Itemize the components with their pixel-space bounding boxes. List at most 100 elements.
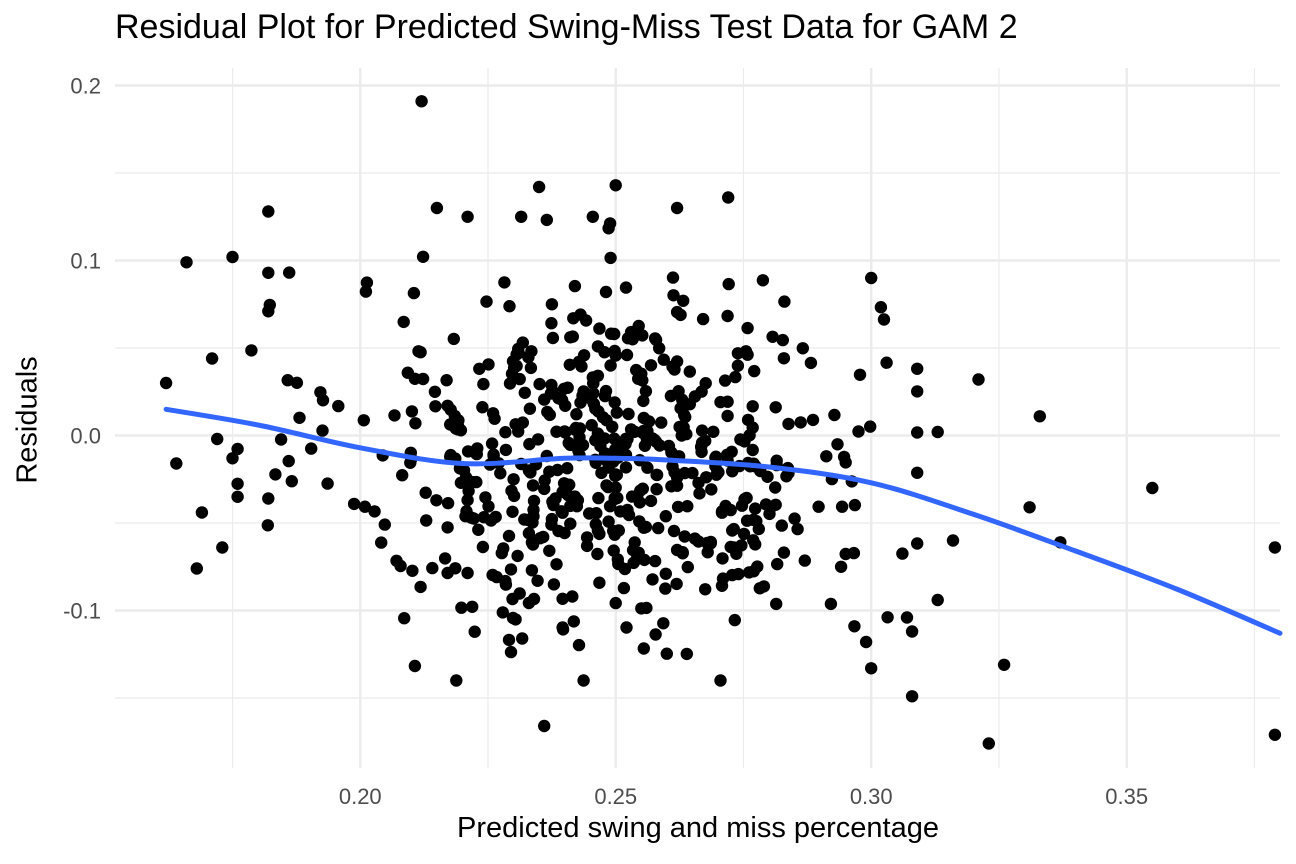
data-point-236 [494,467,507,480]
data-point-76 [283,266,296,279]
data-point-633 [460,505,473,518]
data-point-418 [461,210,474,223]
data-point-147 [721,395,734,408]
data-point-23 [1146,481,1159,495]
data-point-460 [670,577,683,591]
data-point-486 [599,285,613,299]
data-point-314 [414,346,427,359]
data-point-182 [714,674,727,687]
data-point-521 [625,490,639,503]
data-point-166 [282,454,295,468]
data-point-594 [701,536,714,550]
data-point-473 [592,491,605,505]
data-point-531 [778,295,791,308]
data-point-94 [637,394,650,408]
data-point-570 [649,333,663,347]
data-point-191 [608,396,621,409]
data-point-173 [583,507,596,520]
data-point-291 [812,500,825,513]
data-point-255 [796,342,809,355]
data-point-422 [770,597,783,611]
x-tick-label-1: 0.25 [594,784,637,809]
data-point-204 [782,417,795,431]
data-point-510 [620,621,633,634]
data-point-366 [358,500,372,513]
data-point-609 [516,336,529,349]
data-point-541 [511,549,524,563]
data-point-208 [231,477,244,490]
data-point-34 [931,425,944,439]
data-point-554 [507,361,521,374]
data-point-148 [737,527,751,541]
data-point-421 [771,557,784,571]
data-point-258 [586,210,599,223]
data-point-21 [1033,410,1047,423]
data-point-467 [769,498,782,511]
data-point-79 [835,500,849,513]
data-point-28 [722,191,735,204]
data-point-201 [639,385,653,398]
data-point-245 [504,645,518,659]
data-point-583 [759,498,773,511]
data-point-389 [619,281,633,294]
data-point-187 [603,217,617,230]
data-point-93 [406,564,419,577]
data-point-475 [562,436,575,450]
data-point-610 [575,360,588,373]
x-axis-title: Predicted swing and miss percentage [457,812,939,844]
data-point-493 [245,344,258,357]
data-point-324 [545,298,559,311]
data-point-248 [589,434,602,447]
data-point-552 [724,503,737,517]
data-point-38 [900,611,914,624]
data-point-190 [516,416,529,429]
data-point-60 [608,432,621,445]
data-point-558 [660,647,673,660]
data-point-563 [769,481,782,494]
data-point-622 [449,562,462,575]
data-point-375 [527,592,541,606]
data-point-140 [580,539,594,553]
data-point-144 [637,642,650,655]
data-point-85 [864,420,877,433]
data-point-165 [834,560,848,573]
data-point-443 [388,409,401,422]
data-point-505 [675,429,688,442]
data-point-55 [681,560,694,574]
chart-title: Residual Plot for Predicted Swing-Miss T… [115,8,1018,46]
data-point-90 [659,582,672,595]
data-point-237 [504,563,518,576]
data-point-13 [262,266,275,279]
data-point-638 [848,498,862,512]
data-point-471 [577,385,590,398]
data-point-561 [572,441,586,455]
data-point-54 [644,359,658,372]
data-point-37 [905,625,919,638]
data-point-400 [699,434,712,448]
data-point-273 [274,433,288,446]
data-point-614 [618,562,632,576]
data-point-566 [614,441,627,454]
data-point-25 [1268,728,1282,741]
data-point-80 [593,576,606,589]
data-point-469 [731,359,745,372]
data-point-52 [657,353,670,366]
data-point-122 [777,352,791,365]
data-point-176 [699,583,712,596]
data-point-573 [666,360,679,373]
data-point-404 [680,647,693,661]
data-point-591 [572,638,586,652]
data-point-438 [396,469,409,482]
data-point-608 [628,536,641,549]
data-point-345 [569,421,583,435]
data-point-364 [527,494,541,508]
data-point-629 [636,329,649,342]
data-point-367 [472,523,485,536]
data-point-577 [587,377,600,390]
data-point-571 [732,567,745,581]
data-point-142 [547,578,561,591]
smooth-fit-line [163,406,1283,636]
data-point-428 [644,494,658,508]
data-point-347 [261,519,274,532]
data-point-619 [484,514,498,527]
